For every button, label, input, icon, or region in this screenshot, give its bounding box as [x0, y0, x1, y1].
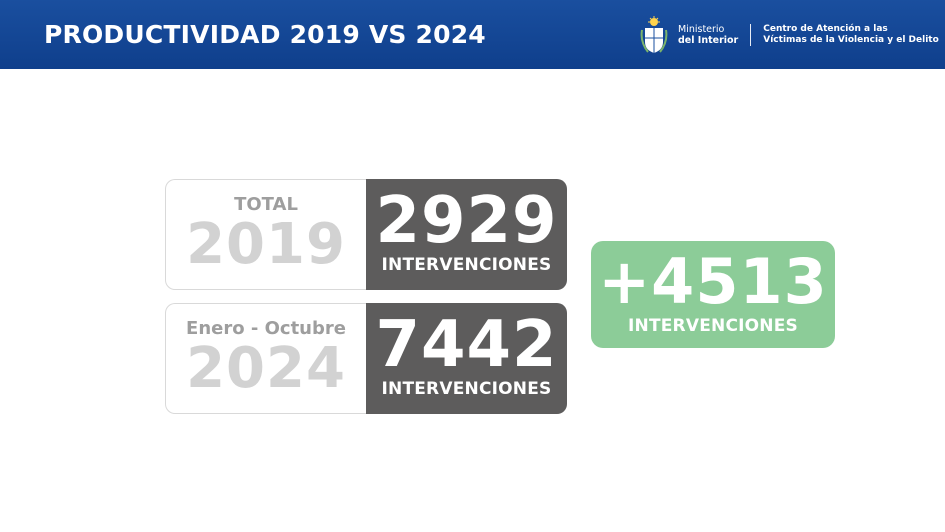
- period-label: TOTAL: [234, 194, 298, 215]
- difference-value: +4513: [598, 245, 828, 318]
- header-bar: PRODUCTIVIDAD 2019 VS 2024 Ministerio de…: [0, 0, 945, 69]
- period-label: Enero - Octubre: [186, 318, 346, 339]
- coat-of-arms-icon: [640, 16, 668, 53]
- interventions-count: 7442: [375, 308, 558, 382]
- center-line-1: Centro de Atención a las: [763, 24, 888, 34]
- ministry-line-1: Ministerio: [678, 24, 725, 35]
- center-line-2: Víctimas de la Violencia y el Delito: [763, 35, 939, 45]
- period-box: Enero - Octubre 2024: [165, 303, 366, 414]
- interventions-unit: INTERVENCIONES: [381, 255, 552, 275]
- center-name: Centro de Atención a las Víctimas de la …: [763, 24, 939, 46]
- logo-divider: [750, 24, 752, 46]
- interventions-unit: INTERVENCIONES: [381, 379, 552, 399]
- difference-badge: +4513 INTERVENCIONES: [591, 241, 835, 348]
- period-year: 2019: [186, 212, 346, 277]
- value-box: 2929 INTERVENCIONES: [366, 179, 567, 290]
- value-box: 7442 INTERVENCIONES: [366, 303, 567, 414]
- interventions-count: 2929: [375, 184, 558, 258]
- ministry-name: Ministerio del Interior: [678, 24, 738, 46]
- period-year: 2024: [186, 336, 346, 401]
- page-title: PRODUCTIVIDAD 2019 VS 2024: [44, 20, 486, 49]
- period-box: TOTAL 2019: [165, 179, 366, 290]
- ministry-logo: Ministerio del Interior Centro de Atenci…: [640, 14, 939, 56]
- stat-card-2024: Enero - Octubre 2024 7442 INTERVENCIONES: [165, 303, 567, 414]
- stat-card-2019: TOTAL 2019 2929 INTERVENCIONES: [165, 179, 567, 290]
- ministry-line-2: del Interior: [678, 35, 739, 46]
- difference-unit: INTERVENCIONES: [628, 316, 798, 336]
